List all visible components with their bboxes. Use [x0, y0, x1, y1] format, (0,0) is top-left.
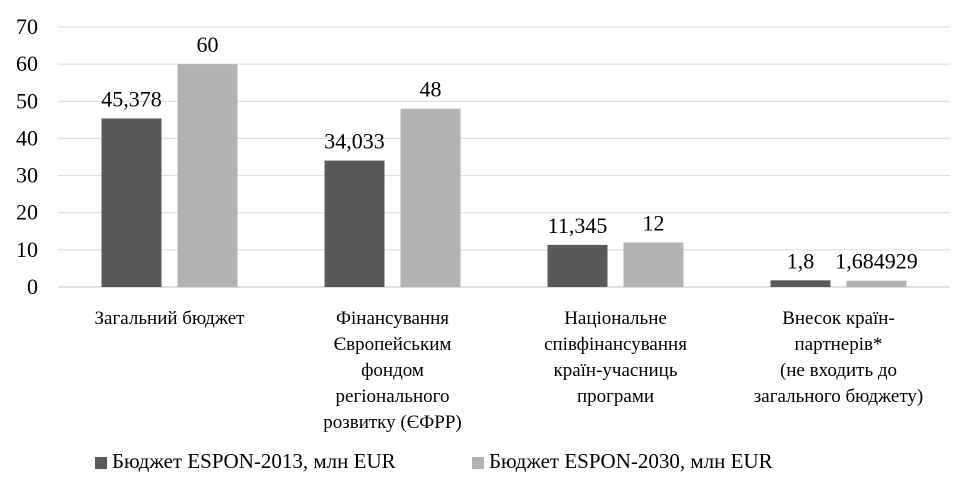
bar-series-2-cat-2: [400, 108, 461, 287]
x-category-label: співфінансування: [544, 334, 687, 355]
legend-swatch: [472, 457, 484, 469]
x-category-label: Національне: [564, 308, 667, 329]
data-labels: 45,378 60 34,033 48 11,345 12 1,8 1,684929: [101, 32, 918, 274]
x-category-label: регіонального: [336, 386, 450, 407]
x-category-label: країн-учасниць: [553, 360, 677, 381]
legend-label: Бюджет ESPON-2030, млн EUR: [489, 449, 773, 473]
y-tick-label: 60: [16, 51, 38, 76]
x-axis: Загальний бюджет Фінансування Європейським…: [95, 308, 924, 433]
data-label: 1,684929: [835, 249, 918, 274]
data-label: 60: [197, 32, 219, 57]
bar-series-1-cat-4: [770, 280, 831, 287]
data-label: 45,378: [101, 86, 162, 111]
x-category-label: фондом: [361, 360, 424, 381]
y-axis: 0 10 20 30 40 50 60 70: [16, 14, 38, 299]
bar-series-1-cat-1: [101, 118, 162, 287]
y-tick-label: 30: [16, 163, 38, 188]
data-label: 12: [643, 210, 665, 235]
data-label: 11,345: [548, 213, 608, 238]
legend-swatch: [95, 457, 107, 469]
bars: [101, 64, 907, 288]
data-label: 1,8: [787, 248, 815, 273]
bar-series-2-cat-1: [177, 64, 238, 288]
bar-series-2-cat-4: [846, 280, 907, 287]
bar-series-1-cat-3: [547, 244, 608, 287]
legend: Бюджет ESPON-2013, млн EUR Бюджет ESPON-2…: [95, 449, 773, 473]
y-tick-label: 70: [16, 14, 38, 39]
legend-label: Бюджет ESPON-2013, млн EUR: [112, 449, 396, 473]
x-category-label: Фінансування: [336, 308, 449, 329]
bar-series-1-cat-2: [324, 160, 385, 287]
x-category-label: програми: [577, 386, 654, 407]
y-tick-label: 10: [16, 237, 38, 262]
x-category-label: Загальний бюджет: [95, 308, 246, 329]
x-category-label: загального бюджету): [754, 386, 923, 407]
data-label: 34,033: [324, 129, 385, 154]
y-tick-label: 0: [27, 274, 38, 299]
y-tick-label: 50: [16, 88, 38, 113]
x-category-label: партнерів*: [794, 334, 882, 355]
y-tick-label: 40: [16, 125, 38, 150]
x-category-label: Європейським: [334, 334, 452, 355]
data-label: 48: [420, 77, 442, 102]
x-category-label: розвитку (ЄФРР): [323, 412, 462, 433]
x-category-label: (не входить до: [780, 360, 897, 381]
bar-series-2-cat-3: [623, 242, 684, 287]
y-tick-label: 20: [16, 200, 38, 225]
x-category-label: Внесок країн-: [782, 308, 895, 329]
